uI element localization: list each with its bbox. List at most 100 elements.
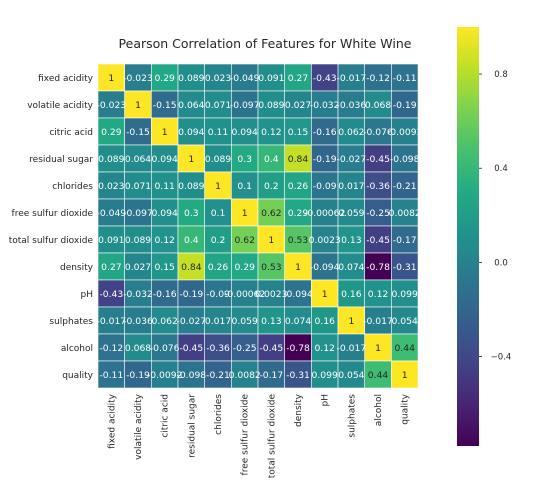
cell-value-label: 0.1 xyxy=(237,181,252,192)
heatmap-cell xyxy=(364,225,392,254)
heatmap-cell xyxy=(391,333,419,362)
heatmap-cell xyxy=(231,279,259,308)
heatmap-cell xyxy=(284,198,312,227)
cell-value-label: -0.094 xyxy=(283,289,313,300)
cell-value-label: -0.45 xyxy=(259,343,283,354)
cell-value-label: 0.089 xyxy=(178,73,204,84)
colorbar-tick-labels: 0.8 0.4 0.0 −0.4 xyxy=(479,70,511,363)
heatmap-cell xyxy=(97,225,125,254)
cell-value-label: -0.16 xyxy=(313,127,337,138)
heatmap-cell xyxy=(151,117,179,146)
heatmap-cell xyxy=(97,198,125,227)
heatmap-cell xyxy=(177,252,205,281)
cell-value-label: 0.16 xyxy=(314,316,335,327)
cell-value-label: -0.049 xyxy=(97,208,127,219)
cell-value-label: 0.12 xyxy=(261,127,281,138)
cell-value-label: 0.023 xyxy=(98,181,124,192)
cell-value-label: 0.12 xyxy=(154,235,174,246)
cell-value-label: 0.071 xyxy=(125,181,151,192)
x-tick-label: alcohol xyxy=(374,394,384,426)
cell-value-label: 0.13 xyxy=(261,316,282,327)
cell-value-label: -0.45 xyxy=(179,343,203,354)
cell-value-label: -0.076 xyxy=(150,343,180,354)
heatmap-cell xyxy=(257,144,285,173)
heatmap-cell xyxy=(284,279,312,308)
cell-value-label: 0.068 xyxy=(365,100,391,111)
cell-value-label: -0.036 xyxy=(337,100,367,111)
chart-title: Pearson Correlation of Features for Whit… xyxy=(119,36,412,51)
cell-value-label: -0.15 xyxy=(153,100,177,111)
cell-value-label: -0.017 xyxy=(337,343,367,354)
heatmap-cell xyxy=(257,90,285,119)
cell-value-label: 1 xyxy=(215,181,221,192)
cell-value-label: 0.089 xyxy=(258,100,284,111)
colorbar-tick-label: 0.4 xyxy=(494,164,508,174)
cell-value-label: -0.19 xyxy=(313,154,337,165)
cell-value-label: 1 xyxy=(242,208,248,219)
heatmap-cell xyxy=(151,144,179,173)
cell-value-label: 0.094 xyxy=(178,127,204,138)
cell-value-label: 0.099 xyxy=(312,370,338,381)
heatmap-cell xyxy=(257,252,285,281)
cell-value-label: 0.062 xyxy=(338,127,364,138)
x-tick-label: fixed acidity xyxy=(107,393,117,449)
heatmap-cell xyxy=(257,360,285,389)
cell-value-label: -0.36 xyxy=(206,343,230,354)
heatmap-cell xyxy=(124,333,152,362)
heatmap-cell xyxy=(231,198,259,227)
heatmap-cell xyxy=(97,252,125,281)
cell-value-label: 0.53 xyxy=(288,235,309,246)
heatmap-cell xyxy=(204,90,232,119)
heatmap-cell xyxy=(204,252,232,281)
cell-value-label: 0.26 xyxy=(208,262,229,273)
cell-value-label: 0.0082 xyxy=(229,370,261,381)
heatmap-cell xyxy=(364,306,392,335)
cell-value-label: 1 xyxy=(322,289,328,300)
cell-value-label: -0.023 xyxy=(97,100,127,111)
heatmap-cell xyxy=(231,225,259,254)
cell-value-label: 0.29 xyxy=(101,127,122,138)
y-tick-label: chlorides xyxy=(52,182,93,192)
heatmap-cell xyxy=(391,117,419,146)
cell-value-label: 0.4 xyxy=(184,235,199,246)
heatmap-cell xyxy=(391,198,419,227)
heatmap-cell xyxy=(124,90,152,119)
cell-value-label: -0.097 xyxy=(123,208,153,219)
heatmap-cell xyxy=(284,63,312,92)
cell-value-label: -0.15 xyxy=(126,127,150,138)
heatmap-cell xyxy=(177,117,205,146)
heatmap-cell xyxy=(151,225,179,254)
cell-value-label: 0.2 xyxy=(211,235,226,246)
heatmap-cell xyxy=(124,360,152,389)
cell-value-label: 0.44 xyxy=(368,370,389,381)
x-tick-label: free sulfur dioxide xyxy=(241,394,251,476)
cell-value-label: 1 xyxy=(402,370,408,381)
heatmap-cell xyxy=(204,360,232,389)
cell-value-label: 0.094 xyxy=(152,208,178,219)
heatmap-cell xyxy=(151,171,179,200)
cell-value-label: 0.15 xyxy=(154,262,175,273)
heatmap-cell xyxy=(337,360,365,389)
cell-value-label: -0.017 xyxy=(337,73,367,84)
cell-value-label: -0.43 xyxy=(99,289,123,300)
cell-value-label: -0.00062 xyxy=(304,208,345,219)
cell-value-label: 0.089 xyxy=(205,154,231,165)
heatmap-cell xyxy=(337,306,365,335)
cell-value-label: -0.09 xyxy=(313,181,337,192)
heatmap-cell xyxy=(124,63,152,92)
heatmap-cell xyxy=(391,252,419,281)
x-tick-label: volatile acidity xyxy=(134,393,144,459)
cell-value-label: 0.84 xyxy=(181,262,202,273)
cell-value-label: 0.29 xyxy=(234,262,255,273)
cell-value-label: -0.31 xyxy=(286,370,310,381)
cell-value-label: 0.068 xyxy=(125,343,151,354)
heatmap-cell xyxy=(231,90,259,119)
heatmap-cell xyxy=(97,333,125,362)
y-tick-label: pH xyxy=(81,290,93,300)
cell-value-label: 0.3 xyxy=(184,208,199,219)
cell-value-label: 0.11 xyxy=(154,181,174,192)
cell-value-label: 0.023 xyxy=(205,73,231,84)
heatmap-cell xyxy=(97,63,125,92)
heatmap-cell xyxy=(177,279,205,308)
cell-value-label: 0.1 xyxy=(211,208,226,219)
